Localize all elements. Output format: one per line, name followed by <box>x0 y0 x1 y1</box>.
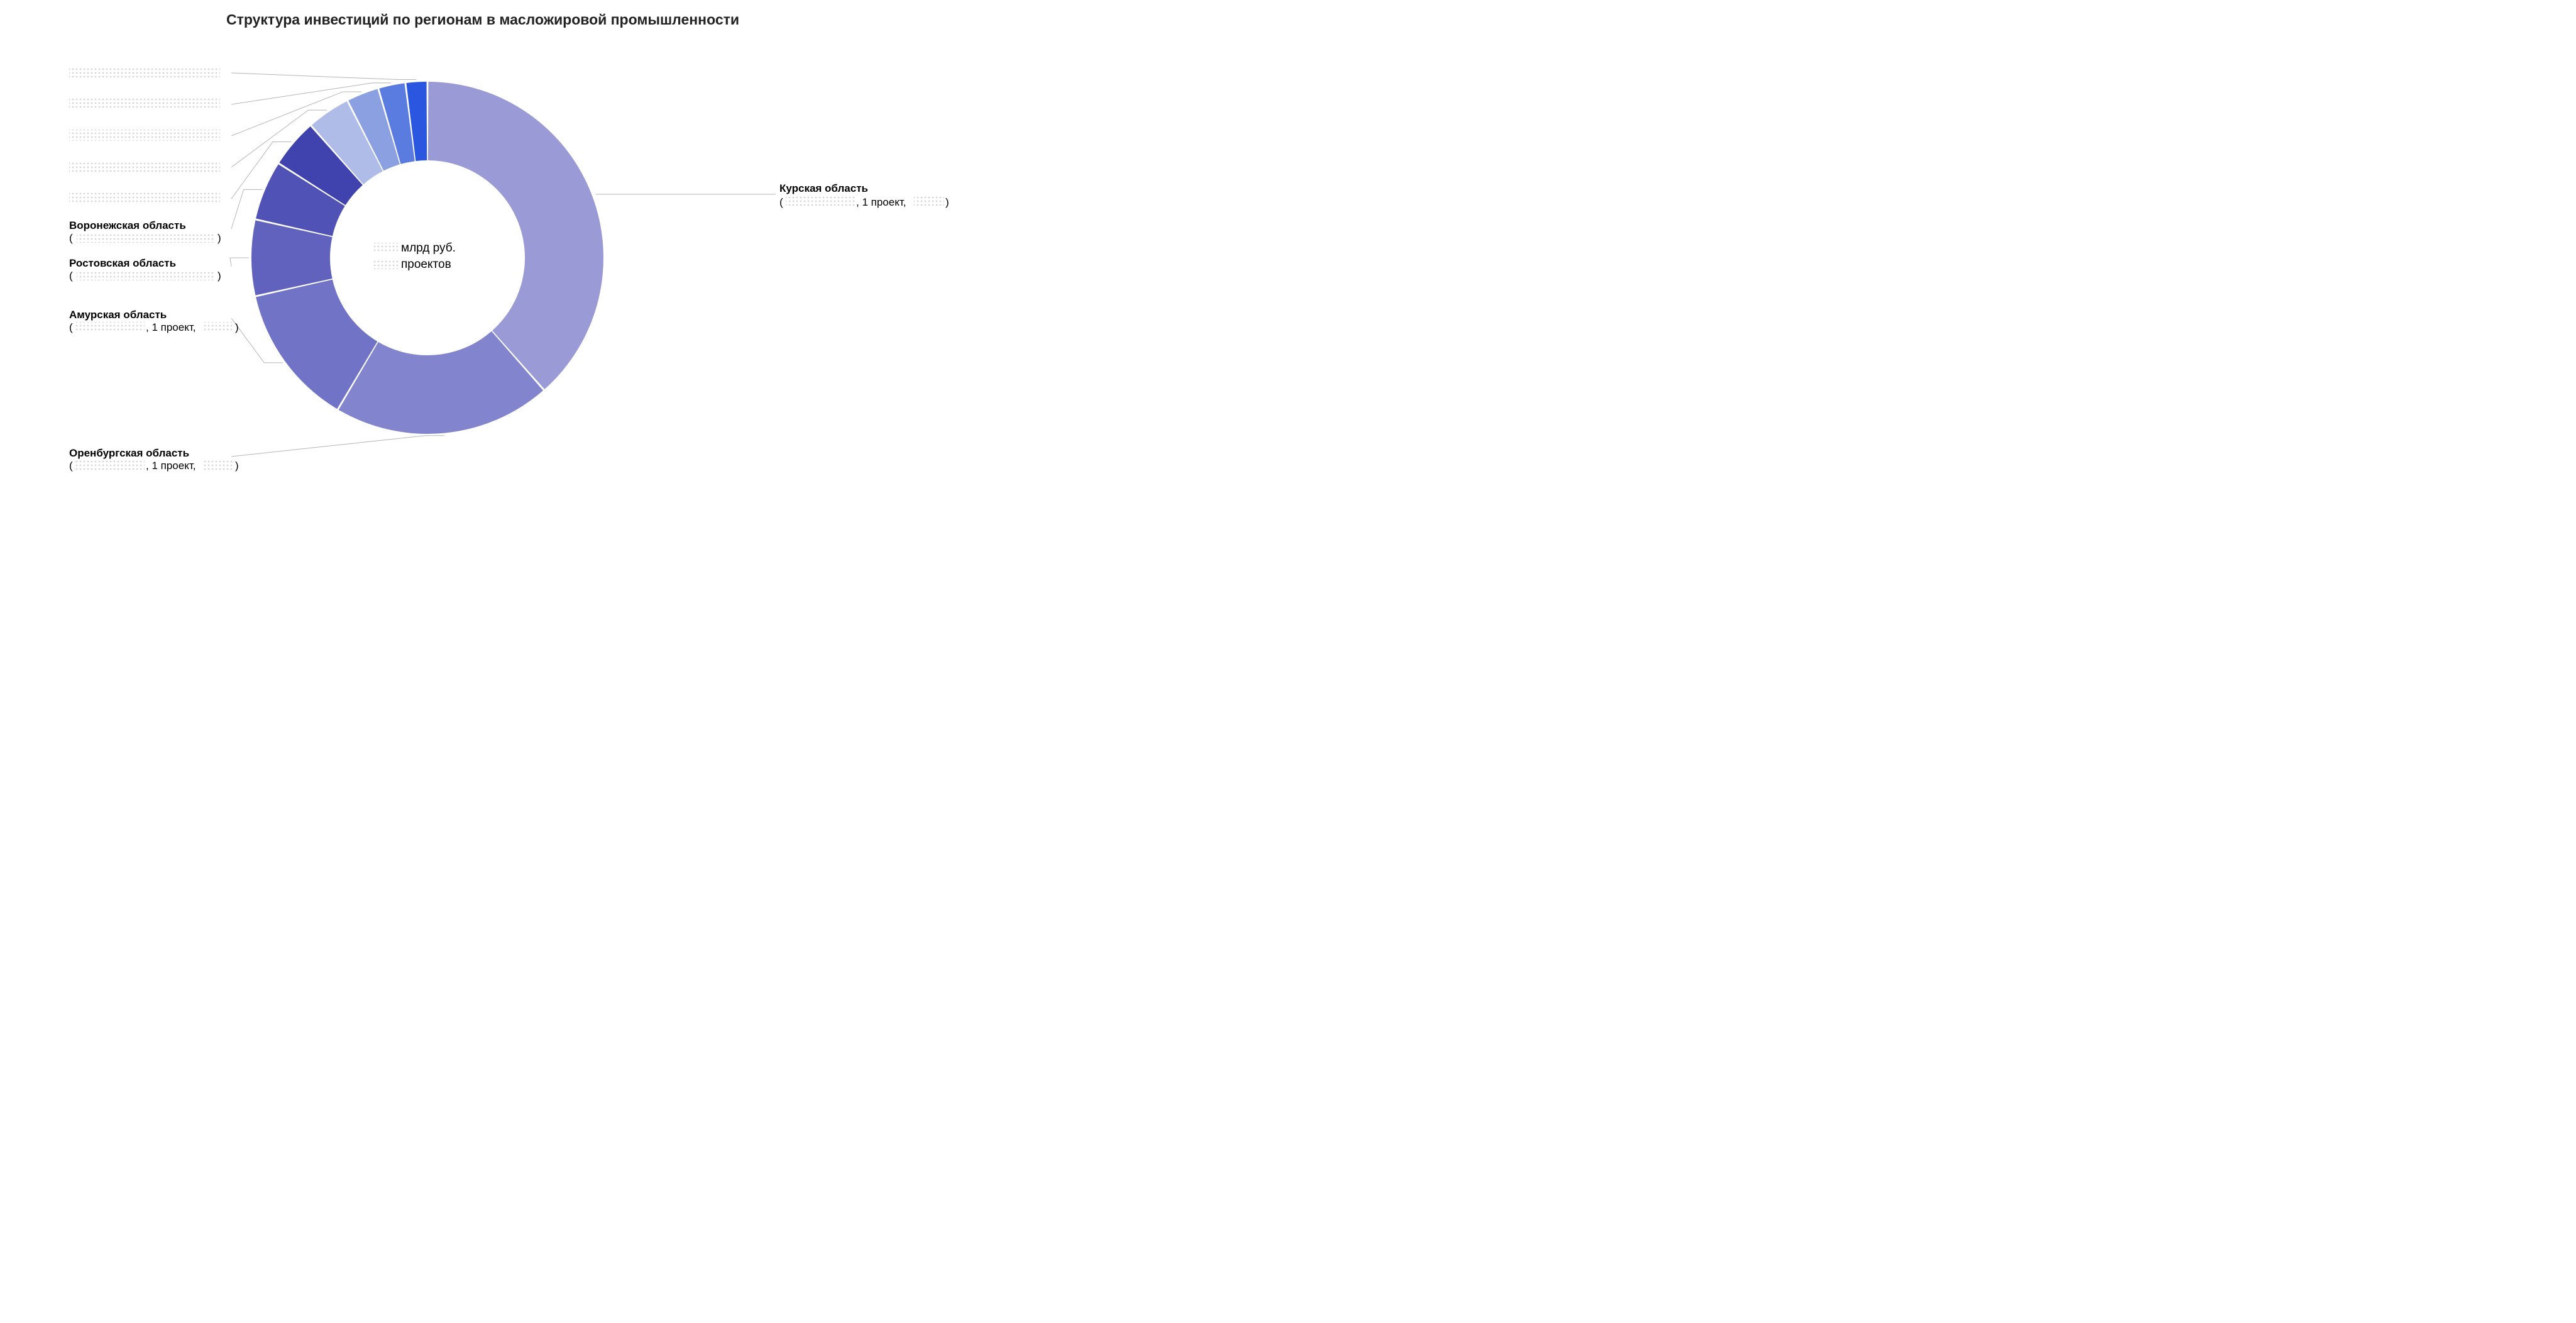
label-main: Воронежская область <box>69 219 186 231</box>
label-redacted <box>69 192 220 204</box>
label-main: Ростовская область <box>69 257 176 269</box>
label-sub: ( <box>69 321 73 333</box>
slice-kursk[interactable] <box>428 82 603 389</box>
label-main: Оренбургская область <box>69 447 189 459</box>
redacted-value <box>77 270 215 280</box>
label-sub: , 1 проект, <box>856 196 906 208</box>
label-rostov: Ростовская область() <box>69 257 249 282</box>
label-redacted5 <box>69 142 292 204</box>
label-amur: Амурская область( , 1 проект, ) <box>69 309 283 363</box>
redacted-value <box>204 460 234 470</box>
label-orenburg: Оренбургская область( , 1 проект, ) <box>69 436 444 472</box>
label-main: Курская область <box>779 182 868 194</box>
redacted-value <box>75 322 145 332</box>
label-sub: ) <box>217 232 221 244</box>
label-redacted <box>69 67 220 78</box>
leader-line <box>230 258 249 267</box>
redacted-value <box>914 197 944 207</box>
label-redacted <box>69 130 220 141</box>
label-redacted1 <box>69 67 416 80</box>
donut-chart: млрд руб. проектов Курская область ( , 1 про… <box>0 38 966 490</box>
label-sub: ( <box>69 270 73 282</box>
center-label: млрд руб. проектов <box>374 241 456 271</box>
label-sub: ) <box>235 321 239 333</box>
center-redacted-amount <box>374 243 398 253</box>
center-line1: млрд руб. <box>401 241 456 255</box>
center-redacted-count <box>374 259 398 269</box>
label-sub: ) <box>945 196 949 208</box>
label-sub: ( <box>779 196 783 208</box>
label-main: Амурская область <box>69 309 167 321</box>
leader-line <box>231 73 416 80</box>
label-redacted <box>69 161 220 172</box>
label-kursk: Курская область ( , 1 проект, ) <box>596 182 949 208</box>
leader-line <box>231 436 444 457</box>
label-sub: ( <box>69 232 73 244</box>
redacted-value <box>786 197 855 207</box>
redacted-value <box>75 460 145 470</box>
redacted-value <box>77 233 215 243</box>
label-sub: , 1 проект, <box>146 321 195 333</box>
label-sub: ) <box>217 270 221 282</box>
chart-title: Структура инвестиций по регионам в масло… <box>0 11 966 28</box>
label-redacted <box>69 98 220 109</box>
label-sub: ( <box>69 460 73 472</box>
center-line2: проектов <box>401 258 451 271</box>
label-sub: ) <box>235 460 239 472</box>
label-sub: , 1 проект, <box>146 460 195 472</box>
chart-page: Структура инвестиций по регионам в масло… <box>0 0 966 496</box>
redacted-value <box>204 322 234 332</box>
